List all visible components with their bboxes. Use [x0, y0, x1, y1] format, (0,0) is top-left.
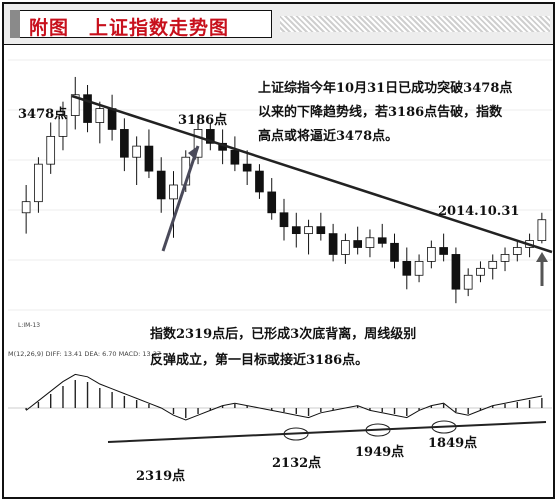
- candle-down: [144, 145, 154, 172]
- low-circle-2132: [283, 427, 309, 441]
- candle-up: [476, 267, 485, 276]
- label-2319: 2319点: [136, 468, 185, 484]
- breakout-arrow-head: [536, 252, 548, 262]
- candle-down: [279, 212, 289, 228]
- candle-down: [377, 237, 387, 244]
- candle-up: [58, 115, 68, 137]
- low-circle-1949: [365, 423, 391, 437]
- candle-up: [537, 219, 547, 241]
- candle-up: [21, 201, 31, 214]
- low-marker: L:IM-13: [18, 322, 40, 329]
- annotation-top-line3: 高点或将逼近3478点。: [258, 128, 398, 144]
- macd-line: [25, 373, 542, 421]
- trend-arrow-head: [188, 146, 198, 160]
- candle-down: [83, 94, 92, 123]
- candles-group: [8, 59, 552, 311]
- title-box: 附图 上证指数走势图: [10, 10, 272, 39]
- divergence-line: [107, 421, 547, 443]
- candle-up: [70, 94, 80, 116]
- candle-down: [205, 129, 215, 144]
- candle-down: [267, 191, 277, 214]
- candle-up: [34, 163, 43, 203]
- label-1949: 1949点: [355, 444, 404, 460]
- chart-title: 附图 上证指数走势图: [29, 17, 230, 39]
- candle-down: [242, 163, 252, 172]
- candle-up: [512, 247, 522, 255]
- candle-up: [132, 145, 141, 158]
- macd-group: [8, 373, 552, 421]
- label-date: 2014.10.31: [438, 204, 519, 219]
- title-bar: 附图 上证指数走势图: [4, 4, 553, 45]
- chart-frame: 附图 上证指数走势图: [2, 2, 555, 499]
- candle-down: [451, 254, 461, 290]
- candle-down: [402, 260, 412, 276]
- annotation-top-line2: 以来的下降趋势线，若3186点告破，指数: [258, 104, 503, 120]
- candle-down: [156, 170, 166, 200]
- candle-down: [120, 129, 129, 158]
- candle-up: [488, 260, 498, 269]
- candle-up: [46, 135, 56, 165]
- candle-up: [463, 274, 473, 290]
- annotation-bottom-line2: 反弹成立，第一目标或接近3186点。: [150, 352, 368, 368]
- candle-down: [107, 108, 117, 130]
- candle-down: [316, 226, 326, 235]
- candle-up: [304, 226, 313, 235]
- title-accent: [10, 10, 20, 38]
- trend-line: [71, 94, 553, 254]
- annotation-top-line1: 上证综指今年10月31日已成功突破3478点: [258, 80, 512, 96]
- annotation-bottom-line1: 指数2319点后，已形成3次底背离，周线级别: [150, 326, 416, 342]
- macd-header: M(12,26,9) DIFF: 13.41 DEA: 6.70 MACD: 1…: [8, 350, 161, 358]
- candle-down: [328, 233, 338, 255]
- candle-up: [414, 260, 424, 276]
- candle-down: [390, 242, 399, 262]
- label-1849: 1849点: [428, 435, 477, 451]
- label-3478: 3478点: [18, 106, 67, 122]
- title-pattern: [280, 16, 550, 32]
- candle-up: [365, 237, 375, 248]
- low-circle-1849: [431, 420, 457, 434]
- trend-arrow: [161, 145, 200, 252]
- candle-up: [95, 108, 105, 123]
- candle-up: [169, 184, 178, 200]
- candle-up: [341, 240, 350, 255]
- candle-down: [291, 226, 301, 235]
- candle-down: [353, 240, 363, 248]
- candle-up: [193, 129, 203, 158]
- candle-up: [427, 247, 436, 262]
- candle-down: [255, 170, 264, 193]
- label-2132: 2132点: [272, 455, 321, 471]
- candle-down: [439, 247, 448, 255]
- label-3186: 3186点: [178, 112, 227, 128]
- candle-up: [500, 254, 510, 262]
- candle-down: [230, 149, 240, 165]
